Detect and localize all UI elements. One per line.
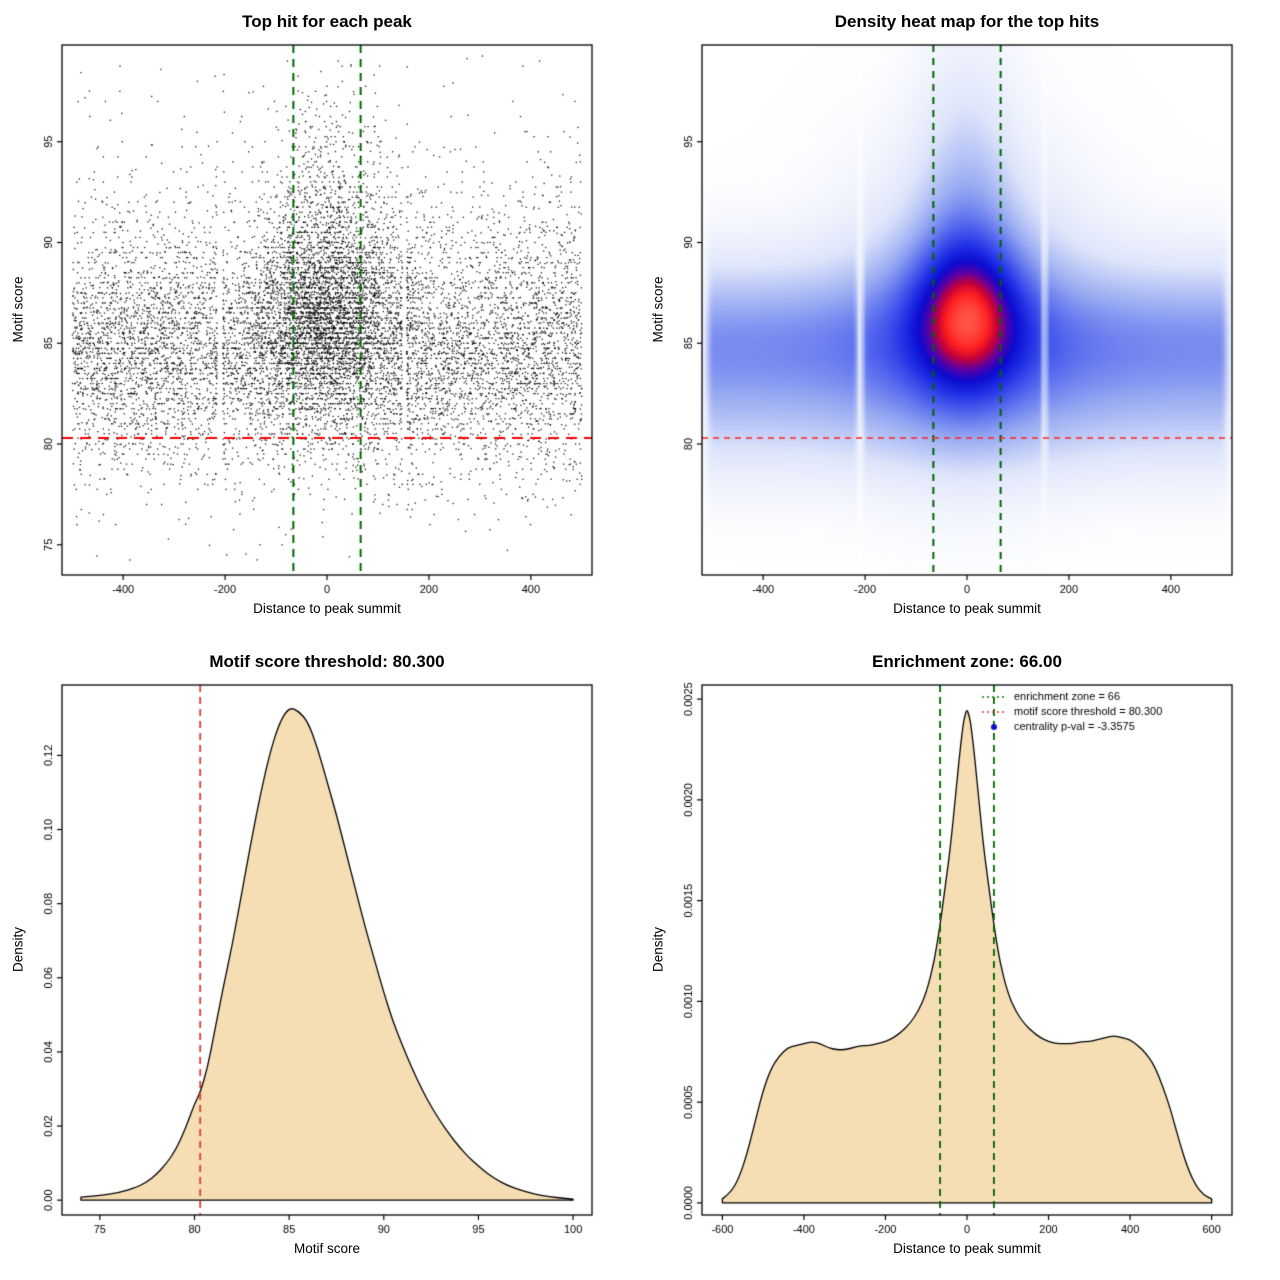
- motif-score-density-title: Motif score threshold: 80.300: [209, 652, 445, 671]
- panel-density-heatmap: Density heat map for the top hits Distan…: [640, 0, 1280, 640]
- enrichment-zone-density-xaxis-label: Distance to peak summit: [893, 1241, 1041, 1256]
- heatmap-plot-canvas: [640, 0, 1280, 640]
- panel-enrichment-zone-density: Enrichment zone: 66.00 Distance to peak …: [640, 640, 1280, 1280]
- enrichment-zone-density-canvas: [640, 640, 1280, 1280]
- enrichment-zone-density-title: Enrichment zone: 66.00: [872, 652, 1062, 671]
- enrichment-zone-density-yaxis-label: Density: [650, 927, 666, 973]
- motif-score-density-yaxis-label: Density: [10, 927, 26, 973]
- scatter-plot-canvas: [0, 0, 640, 640]
- scatter-title: Top hit for each peak: [242, 12, 412, 31]
- scatter-xaxis-label: Distance to peak summit: [253, 601, 401, 616]
- heatmap-xaxis-label: Distance to peak summit: [893, 601, 1041, 616]
- panel-motif-score-density: Motif score threshold: 80.300 Motif scor…: [0, 640, 640, 1280]
- panel-top-hits-scatter: Top hit for each peak Distance to peak s…: [0, 0, 640, 640]
- heatmap-yaxis-label: Motif score: [650, 276, 666, 343]
- scatter-yaxis-label: Motif score: [10, 276, 26, 343]
- heatmap-title: Density heat map for the top hits: [834, 12, 1100, 31]
- motif-score-density-canvas: [0, 640, 640, 1280]
- motif-score-density-xaxis-label: Motif score: [293, 1241, 361, 1256]
